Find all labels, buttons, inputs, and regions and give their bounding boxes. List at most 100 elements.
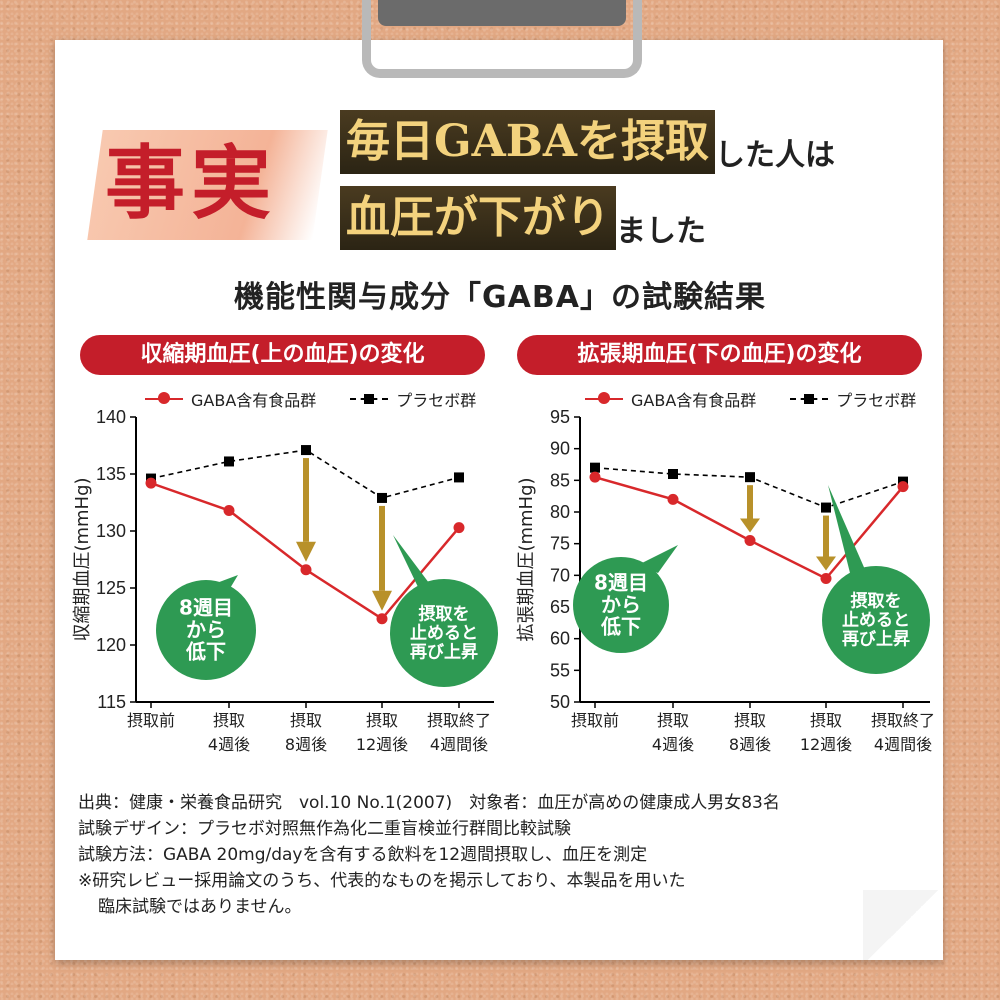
annotation-bubble: [573, 557, 669, 653]
y-tick-label: 125: [96, 578, 126, 598]
legend-gaba-marker: [145, 392, 183, 404]
legend-placebo-marker: [790, 394, 829, 404]
x-tick-label: 摂取: [366, 711, 398, 730]
decrease-arrow-head: [372, 590, 392, 611]
annotation-text: 摂取を: [419, 604, 470, 625]
y-tick-label: 65: [550, 597, 570, 617]
page-fold: [863, 890, 943, 960]
systolic-chart: 115 120 125 130 135 140 収縮期血圧(mmHg) 摂取前 摂取 4週後 摂取 8…: [72, 407, 498, 754]
y-tick-label: 50: [550, 692, 570, 712]
placebo-point: [745, 472, 755, 483]
bubble-tail: [393, 535, 438, 595]
note-disclaimer-2: 臨床試験ではありません。: [98, 897, 302, 917]
x-tick-label: 8週後: [729, 735, 771, 754]
x-tick-label: 4週後: [208, 735, 250, 754]
annotation-text: 8週目: [179, 596, 233, 620]
gaba-point: [145, 477, 157, 489]
x-tick-label: 12週後: [356, 735, 408, 754]
annotation-bubble: [156, 580, 256, 680]
right-panel-title: 拡張期血圧(下の血圧)の変化: [517, 335, 922, 375]
decrease-arrow-shaft: [823, 515, 829, 557]
placebo-point: [821, 502, 831, 513]
clip: [362, 0, 642, 78]
fact-label: 事実: [105, 136, 277, 230]
placebo-point: [590, 462, 600, 473]
x-tick-label: 摂取: [657, 711, 689, 730]
x-tick-label: 摂取終了: [871, 711, 935, 730]
legend-gaba-label: GABA含有食品群: [631, 391, 757, 410]
y-tick-label: 95: [550, 407, 570, 427]
y-tick-label: 60: [550, 629, 570, 649]
gaba-point: [897, 481, 909, 493]
decrease-arrow-head: [296, 541, 316, 562]
annotation-text: 低下: [185, 640, 226, 664]
left-panel-title: 収縮期血圧(上の血圧)の変化: [80, 335, 485, 375]
gaba-point: [223, 504, 235, 516]
gaba-point: [589, 471, 601, 483]
note-method: 試験方法：GABA 20mg/dayを含有する飲料を12週間摂取し、血圧を測定: [78, 845, 648, 865]
legend-gaba-label: GABA含有食品群: [191, 391, 317, 410]
gaba-point: [820, 573, 832, 584]
y-axis-label: 収縮期血圧(mmHg): [72, 477, 93, 641]
decrease-arrow-shaft: [303, 458, 309, 542]
y-tick-label: 115: [97, 692, 126, 712]
headline-rest-1: した人は: [715, 138, 836, 173]
decrease-arrow-shaft: [747, 485, 753, 519]
y-tick-label: 140: [96, 407, 126, 427]
legend-placebo-marker: [350, 394, 389, 404]
legend-placebo-label: プラセボ群: [836, 391, 917, 410]
decrease-arrow-head: [740, 518, 760, 533]
y-tick-label: 135: [96, 464, 126, 484]
diastolic-chart: 50 55 60 65 70 75 80 85 90 95 拡張期血圧(mmHg) 摂取前 摂取 4週後 摂…: [516, 407, 935, 754]
annotation-text: 再び上昇: [842, 630, 910, 650]
clip-top: [378, 0, 626, 26]
x-tick-label: 摂取: [213, 711, 245, 730]
x-tick-label: 12週後: [800, 735, 852, 754]
right-legend: GABA含有食品群 プラセボ群: [585, 387, 916, 411]
notes: 出典：健康・栄養食品研究 vol.10 No.1(2007) 対象者：血圧が高め…: [78, 790, 780, 920]
annotation-text: 低下: [600, 615, 641, 639]
x-tick-label: 4週間後: [874, 735, 932, 754]
x-tick-label: 摂取: [290, 711, 322, 730]
y-tick-label: 120: [96, 635, 126, 655]
annotation-text: から: [601, 593, 641, 617]
placebo-point: [224, 456, 234, 467]
placebo-point: [454, 472, 464, 483]
placebo-point: [301, 445, 311, 456]
annotation-text: 再び上昇: [410, 643, 478, 663]
bubble-tail: [828, 485, 870, 581]
annotation-text: 摂取を: [851, 591, 902, 612]
annotation-text: 止めると: [842, 610, 910, 631]
legend-placebo-label: プラセボ群: [396, 391, 477, 410]
note-source: 出典：健康・栄養食品研究 vol.10 No.1(2007) 対象者：血圧が高め…: [78, 793, 780, 813]
note-disclaimer: ※研究レビュー採用論文のうち、代表的なものを掲示しており、本製品を用いた: [78, 871, 686, 891]
x-tick-label: 摂取前: [571, 711, 619, 730]
subtitle: 機能性関与成分「GABA」の試験結果: [234, 280, 766, 315]
y-tick-label: 85: [550, 470, 570, 490]
x-tick-label: 摂取前: [127, 711, 175, 730]
y-tick-label: 75: [550, 534, 570, 554]
y-tick-label: 130: [96, 521, 126, 541]
annotation-text: 止めると: [410, 623, 478, 644]
x-tick-label: 摂取: [734, 711, 766, 730]
headline-box-2: 血圧が下がり: [340, 186, 616, 250]
placebo-point: [668, 469, 678, 479]
y-tick-label: 55: [550, 660, 570, 680]
placebo-point: [377, 492, 387, 503]
gaba-point: [300, 564, 312, 576]
annotation-bubble: [822, 566, 930, 674]
y-tick-label: 90: [550, 439, 570, 459]
x-tick-label: 4週後: [652, 735, 694, 754]
note-design: 試験デザイン：プラセボ対照無作為化二重盲検並行群間比較試験: [78, 819, 571, 839]
gaba-point: [744, 535, 756, 546]
legend-gaba-marker: [585, 392, 623, 404]
x-tick-label: 摂取: [810, 711, 842, 730]
y-tick-label: 80: [550, 502, 570, 522]
gaba-point: [376, 613, 388, 625]
gaba-point: [453, 522, 465, 534]
headline-rest-2: ました: [616, 214, 706, 249]
x-tick-label: 4週間後: [430, 735, 488, 754]
headline-box-1: 毎日GABAを摂取: [340, 110, 716, 174]
y-tick-label: 70: [550, 565, 570, 585]
left-legend: GABA含有食品群 プラセボ群: [145, 387, 476, 411]
